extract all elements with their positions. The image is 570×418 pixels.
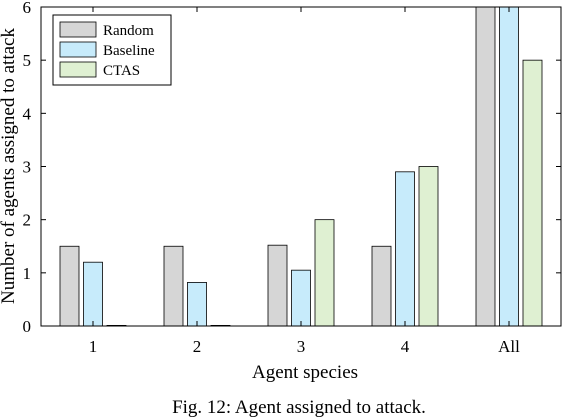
x-tick-label: All xyxy=(498,337,520,356)
y-axis-title: Number of agents assigned to attack xyxy=(0,28,19,304)
x-tick-label: 4 xyxy=(401,337,410,356)
y-tick-label: 3 xyxy=(23,158,32,177)
x-axis-title: Agent species xyxy=(252,362,358,383)
bar-ctas-all xyxy=(522,59,543,327)
bar-baseline-1 xyxy=(83,261,103,327)
bar-random-3 xyxy=(267,244,288,327)
bar-ctas-4 xyxy=(418,166,439,327)
x-tick-label: 1 xyxy=(89,337,98,356)
legend-label-ctas: CTAS xyxy=(103,63,140,79)
legend-swatch-ctas xyxy=(59,61,97,78)
x-tick-label: 3 xyxy=(297,337,306,356)
bar-ctas-3 xyxy=(314,219,335,327)
figure-caption: Fig. 12: Agent assigned to attack. xyxy=(172,397,426,418)
bar-random-4 xyxy=(371,245,392,327)
bar-baseline-3 xyxy=(291,269,311,327)
legend: Random Baseline CTAS xyxy=(52,14,172,86)
y-tick-label: 6 xyxy=(23,0,32,17)
x-tick-label: 2 xyxy=(193,337,202,356)
axes-group: 0 1 2 3 4 5 6 1 2 3 4 All xyxy=(23,0,562,356)
bar-random-all xyxy=(475,6,496,327)
y-tick-label: 5 xyxy=(23,51,32,70)
y-tick-label: 1 xyxy=(23,264,32,283)
bar-baseline-2 xyxy=(187,282,207,327)
legend-label-random: Random xyxy=(103,23,154,39)
y-tick-label: 2 xyxy=(23,211,32,230)
y-tick-label: 4 xyxy=(23,104,32,123)
bar-baseline-all xyxy=(499,6,519,327)
bar-random-2 xyxy=(163,245,184,327)
legend-swatch-random xyxy=(59,21,97,38)
legend-swatch-baseline xyxy=(59,41,97,58)
bars-group xyxy=(59,6,543,327)
bar-baseline-4 xyxy=(395,171,415,327)
legend-label-baseline: Baseline xyxy=(103,43,155,59)
y-tick-label: 0 xyxy=(23,317,32,336)
bar-random-1 xyxy=(59,245,80,327)
